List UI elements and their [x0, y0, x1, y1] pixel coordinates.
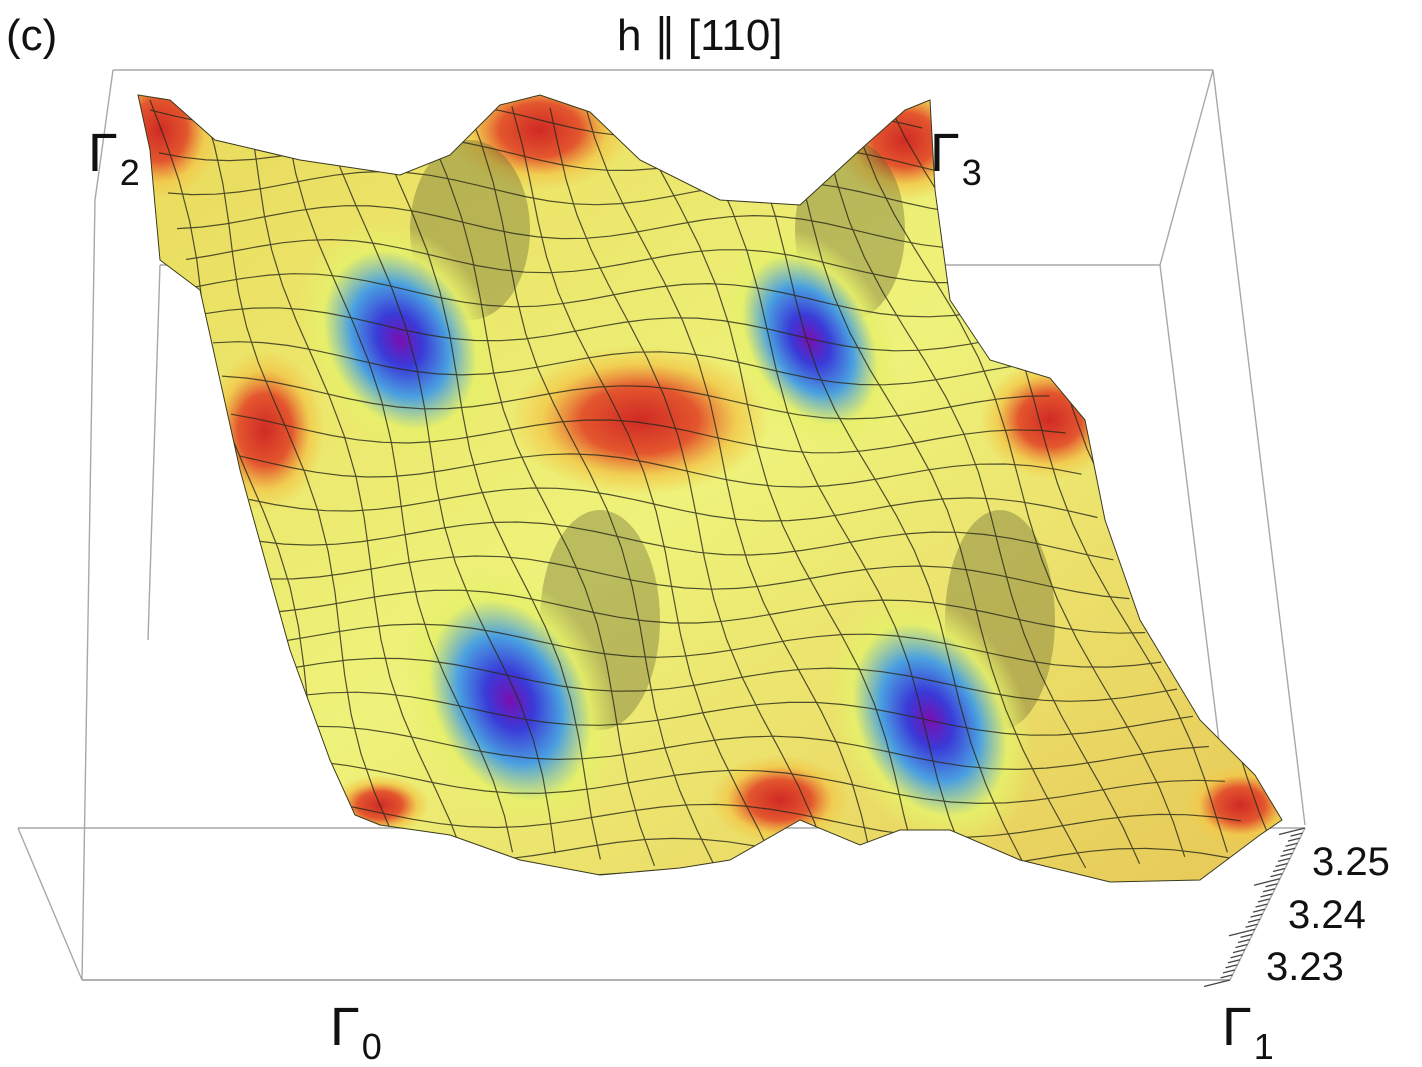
- z-major-tick: [1228, 928, 1256, 937]
- z-axis-ticks: [1203, 827, 1306, 988]
- z-minor-tick: [1272, 867, 1286, 873]
- mesh-line: [815, 106, 1141, 865]
- corner-label-gamma1: Γ1: [1222, 1000, 1274, 1065]
- surface-outline: [137, 94, 1283, 883]
- z-minor-tick: [1227, 959, 1241, 964]
- mesh-line: [201, 106, 407, 865]
- mesh-line: [320, 761, 1225, 805]
- z-minor-tick: [1237, 938, 1251, 944]
- corner-label-gamma2: Γ2: [88, 126, 140, 191]
- gamma-subscript: 3: [961, 152, 982, 193]
- mesh-line: [167, 170, 955, 213]
- energy-surface: [138, 95, 1282, 882]
- mesh-line: [511, 106, 776, 865]
- peak-region: [138, 95, 220, 200]
- z-minor-tick: [1282, 847, 1296, 852]
- z-minor-tick: [1235, 943, 1248, 949]
- z-major-tick: [1203, 979, 1231, 988]
- z-minor-tick: [1250, 913, 1263, 918]
- mesh-line: [203, 307, 1018, 352]
- mesh-line: [194, 273, 1002, 318]
- mesh-line: [248, 487, 1098, 522]
- z-minor-tick: [1280, 852, 1293, 857]
- z-minor-tick: [1270, 872, 1283, 878]
- mesh-line: [275, 589, 1146, 634]
- z-minor-tick: [1230, 954, 1243, 959]
- z-major-tick: [1253, 878, 1281, 886]
- mesh-line: [329, 801, 1241, 839]
- z-minor-tick: [1275, 862, 1288, 868]
- mesh-line: [311, 725, 1209, 771]
- corner-label-gamma0: Γ0: [330, 1000, 382, 1065]
- mesh-line: [293, 657, 1178, 702]
- mesh-line: [230, 413, 1066, 454]
- peak-region: [1185, 765, 1282, 845]
- mesh-line: [239, 453, 1082, 488]
- mesh-lines: [149, 95, 1277, 882]
- mesh-line: [284, 623, 1162, 668]
- chart-title: h ∥ [110]: [617, 11, 783, 60]
- mesh-line: [212, 341, 1034, 386]
- mesh-line: [282, 103, 514, 853]
- z-minor-tick: [1220, 974, 1233, 979]
- z-tick-label: 3.23: [1266, 945, 1344, 989]
- mesh-line: [302, 691, 1194, 736]
- minimum-region: [719, 227, 901, 453]
- mesh-line: [584, 103, 871, 853]
- mesh-line: [725, 95, 1026, 867]
- mesh-line: [623, 96, 915, 854]
- z-tick-label: 3.25: [1312, 840, 1390, 884]
- z-minor-tick: [1265, 883, 1278, 888]
- panel-label: (c): [6, 11, 58, 60]
- gamma-subscript: 2: [119, 152, 140, 193]
- z-minor-tick: [1222, 969, 1236, 974]
- mesh-line: [464, 99, 717, 869]
- z-minor-tick: [1290, 832, 1303, 837]
- mesh-line: [359, 95, 601, 860]
- z-minor-tick: [1245, 923, 1258, 928]
- z-minor-tick: [1257, 898, 1271, 903]
- mesh-line: [850, 107, 1186, 857]
- mesh-line: [266, 555, 1130, 600]
- z-minor-tick: [1225, 964, 1238, 969]
- z-tick-label: 3.24: [1288, 893, 1366, 937]
- z-major-tick: [1278, 827, 1306, 836]
- gamma-symbol: Γ: [1222, 997, 1252, 1057]
- mesh-line: [317, 96, 556, 854]
- z-minor-tick: [1262, 888, 1276, 893]
- z-minor-tick: [1232, 948, 1246, 954]
- mesh-line: [221, 375, 1050, 420]
- gamma-symbol: Γ: [330, 997, 360, 1057]
- corner-label-gamma3: Γ3: [930, 126, 982, 191]
- minimum-region: [401, 566, 619, 834]
- mesh-line: [176, 205, 971, 250]
- gamma-symbol: Γ: [88, 123, 118, 183]
- peak-region: [510, 345, 770, 495]
- z-minor-tick: [1285, 842, 1298, 847]
- z-minor-tick: [1287, 837, 1301, 842]
- z-minor-tick: [1260, 893, 1273, 898]
- mesh-line: [775, 100, 1087, 869]
- mesh-line: [410, 95, 656, 867]
- gamma-symbol: Γ: [930, 123, 960, 183]
- mesh-line: [549, 107, 827, 858]
- gamma-subscript: 0: [361, 1026, 382, 1067]
- minimum-region: [297, 220, 503, 460]
- mesh-line: [185, 238, 986, 284]
- mesh-line: [257, 521, 1114, 561]
- z-minor-tick: [1255, 903, 1268, 908]
- z-minor-tick: [1252, 908, 1266, 913]
- z-minor-tick: [1277, 857, 1291, 863]
- gamma-subscript: 1: [1253, 1026, 1274, 1067]
- z-minor-tick: [1240, 933, 1253, 939]
- z-minor-tick: [1247, 918, 1261, 923]
